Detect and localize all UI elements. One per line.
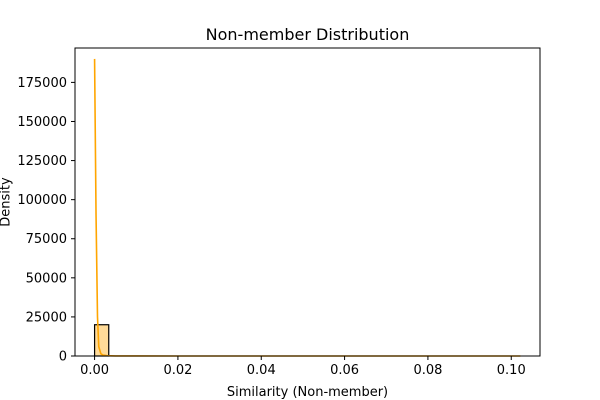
- y-tick-label-5: 125000: [17, 154, 67, 169]
- axes-frame: [74, 47, 541, 357]
- y-axis-ticks: 0 25000 50000 75000 100000 125000 150000 175000: [17, 76, 75, 365]
- x-tick-label-5: 0.10: [497, 363, 526, 378]
- y-axis-label: Density: [0, 177, 14, 227]
- plot-area: [93, 58, 521, 357]
- y-tick-label-2: 50000: [26, 271, 67, 286]
- x-axis-label: Similarity (Non-member): [227, 385, 388, 400]
- y-tick-label-6: 150000: [17, 115, 67, 130]
- y-tick-label-0: 0: [59, 350, 67, 365]
- x-tick-label-0: 0.00: [80, 363, 109, 378]
- y-tick-label-3: 75000: [26, 232, 67, 247]
- x-tick-label-4: 0.08: [413, 363, 442, 378]
- y-tick-label-4: 100000: [17, 193, 67, 208]
- chart-title: Non-member Distribution: [206, 25, 410, 44]
- histogram-bar-0: [93, 324, 110, 357]
- y-tick-label-1: 25000: [26, 310, 67, 325]
- x-axis-ticks: 0.00 0.02 0.04 0.06 0.08 0.10: [80, 356, 526, 378]
- y-tick-label-7: 175000: [17, 76, 67, 91]
- kde-curve: [93, 58, 521, 357]
- x-tick-label-3: 0.06: [330, 363, 359, 378]
- x-tick-label-1: 0.02: [163, 363, 192, 378]
- x-tick-label-2: 0.04: [247, 363, 276, 378]
